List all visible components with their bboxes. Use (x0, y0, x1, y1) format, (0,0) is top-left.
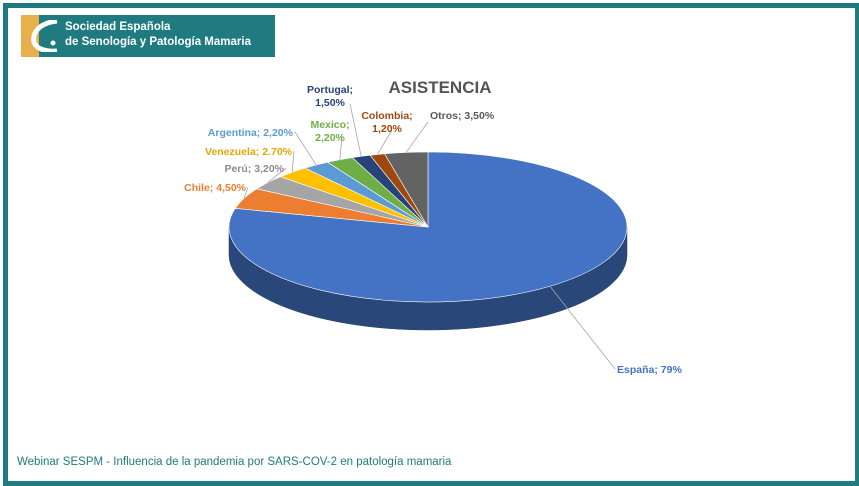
breast-logo-icon (31, 20, 58, 52)
slice-label-chile: Chile; 4,50% (184, 182, 247, 194)
slice-label-portugal: Portugal; (307, 84, 353, 96)
slice-label-otros: Otros; 3,50% (430, 110, 495, 122)
leader-line-chile (243, 186, 249, 199)
slice-labels: España; 79% Chile; 4,50% Perú; 3,20% Venezu… (184, 84, 682, 376)
leader-line-colombia (376, 129, 393, 155)
leader-lines (243, 103, 616, 370)
leader-line-otros (405, 121, 429, 153)
leader-line-peru (267, 167, 287, 183)
leader-line-argentina (294, 131, 317, 166)
slice-label-portugal: 1,50% (315, 97, 345, 109)
slice-label-colombia: Colombia; (361, 110, 412, 122)
slide-frame: Sociedad Española de Senología y Patolog… (3, 3, 859, 486)
leader-line-espana (549, 286, 616, 370)
slice-label-mexico: Mexico; (310, 119, 349, 131)
society-logo: Sociedad Española de Senología y Patolog… (21, 15, 275, 57)
leader-line-mexico (339, 135, 343, 160)
chart-title: ASISTENCIA (389, 78, 492, 97)
leader-line-portugal (349, 103, 362, 157)
footer-text: Webinar SESPM - Influencia de la pandemi… (17, 456, 452, 468)
slice-label-peru: Perú; 3,20% (224, 163, 284, 175)
logo-line-2: de Senología y Patología Mamaria (65, 36, 251, 48)
slice-label-colombia: 1,20% (372, 123, 402, 135)
slice-label-espana: España; 79% (617, 364, 682, 376)
logo-line-1: Sociedad Española (65, 21, 171, 33)
slice-label-argentina: Argentina; 2,20% (208, 127, 294, 139)
leader-line-venezuela (291, 150, 295, 173)
slice-label-venezuela: Venezuela; 2.70% (205, 146, 293, 158)
slice-label-mexico: 2,20% (315, 132, 345, 144)
pie-slices (228, 151, 628, 303)
